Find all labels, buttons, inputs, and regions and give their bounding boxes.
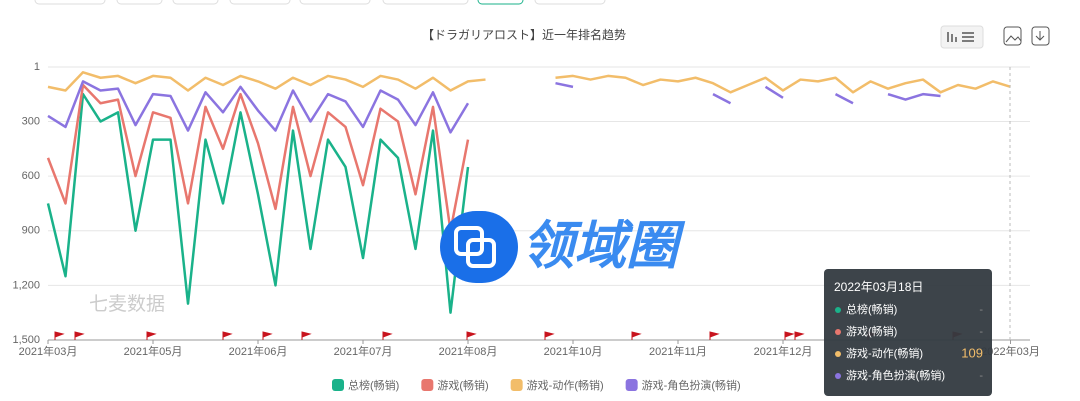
event-flag	[74, 331, 85, 340]
logo-text: 领域圈	[522, 218, 686, 276]
tooltip-series: 总榜(畅销)	[846, 302, 897, 316]
toolbar[interactable]	[940, 25, 1050, 49]
tooltip-dot	[835, 329, 841, 335]
tooltip-title: 2022年03月18日	[834, 280, 923, 294]
event-flag	[54, 331, 65, 340]
event-flag	[301, 331, 312, 340]
legend-swatch	[332, 379, 344, 391]
y-tick-label: 1	[34, 61, 40, 73]
series-line	[46, 83, 470, 232]
y-tick-label: 600	[22, 170, 40, 182]
event-flag	[146, 331, 157, 340]
event-flag	[709, 331, 720, 340]
x-tick-label: 2022年03月	[981, 344, 1040, 358]
y-tick-label: 1,200	[12, 279, 40, 291]
event-flag	[631, 331, 642, 340]
tooltip-dot	[835, 307, 841, 313]
tooltip-dot	[835, 373, 841, 379]
series-line	[46, 92, 470, 314]
series-line	[47, 80, 941, 134]
tooltip: 2022年03月18日 总榜(畅销) - 游戏(畅销) - 游戏-动作(畅销) 109 游戏…	[824, 269, 992, 396]
tooltip-dot	[835, 351, 841, 357]
x-tick-label: 2021年05月	[124, 344, 183, 358]
y-tick-label: 900	[22, 225, 40, 237]
top-tabs[interactable]	[34, 0, 606, 5]
y-tick-label: 300	[22, 115, 40, 127]
tooltip-series: 游戏-动作(畅销)	[846, 346, 923, 360]
y-tick-label: 1,500	[12, 334, 40, 346]
tooltip-value: -	[979, 370, 983, 382]
series-line	[47, 71, 1011, 94]
x-tick-label: 2021年06月	[229, 344, 288, 358]
watermark: 七麦数据	[89, 293, 165, 315]
x-tick-label: 2021年03月	[19, 344, 78, 358]
x-tick-label: 2021年10月	[544, 344, 603, 358]
legend-label[interactable]: 总榜(畅销)	[348, 378, 399, 392]
event-flag	[794, 331, 805, 340]
legend-label[interactable]: 游戏-动作(畅销)	[527, 378, 604, 392]
x-tick-label: 2021年12月	[754, 344, 813, 358]
tooltip-value: 109	[961, 345, 983, 360]
chart-title: 【ドラガリアロスト】近一年排名趋势	[422, 27, 626, 42]
tooltip-value: -	[979, 326, 983, 338]
event-flag	[466, 331, 477, 340]
legend-swatch	[625, 379, 638, 391]
event-flag	[382, 331, 393, 340]
legend-swatch	[421, 379, 434, 391]
x-tick-label: 2021年11月	[649, 344, 707, 358]
tooltip-series: 游戏(畅销)	[846, 324, 897, 338]
event-flag	[222, 331, 233, 340]
legend-swatch	[510, 379, 523, 391]
event-flag	[262, 331, 273, 340]
x-tick-label: 2021年08月	[439, 344, 498, 358]
legend-label[interactable]: 游戏(畅销)	[437, 378, 488, 392]
tooltip-value: -	[979, 304, 983, 316]
event-flag	[784, 331, 795, 340]
x-tick-label: 2021年07月	[334, 344, 393, 358]
legend-label[interactable]: 游戏-角色扮演(畅销)	[642, 378, 741, 392]
tooltip-series: 游戏-角色扮演(畅销)	[846, 368, 945, 382]
event-flag	[544, 331, 555, 340]
logo-watermark: 领域圈	[440, 211, 686, 283]
